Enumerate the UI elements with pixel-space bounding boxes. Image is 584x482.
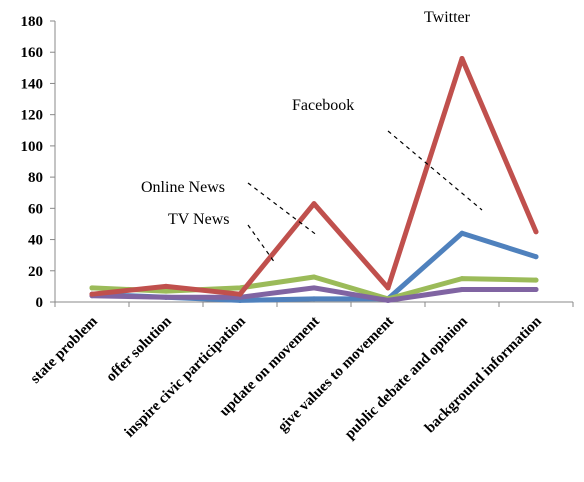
data-point-online-news (533, 277, 539, 283)
data-point-twitter (163, 283, 169, 289)
y-tick-label: 140 (21, 76, 44, 92)
data-point-tv-news (533, 287, 539, 293)
annotation-leader-lines (247, 130, 483, 264)
data-point-twitter (311, 201, 317, 207)
data-point-twitter (533, 229, 539, 235)
chart-axes (54, 21, 573, 303)
y-tick-label: 80 (28, 170, 43, 186)
series-layer (89, 55, 539, 303)
x-tick-label-offer-solution: offer solution (103, 313, 175, 385)
data-point-twitter (237, 291, 243, 297)
data-point-tv-news (459, 287, 465, 293)
data-point-twitter (459, 55, 465, 61)
x-tick-label-inspire-civic-participation: inspire civic participation (122, 313, 250, 441)
data-point-online-news (89, 285, 95, 291)
data-point-facebook (533, 254, 539, 260)
annotation-twitter: Twitter (424, 9, 471, 26)
data-point-online-news (311, 274, 317, 280)
x-tick-label-state-problem: state problem (28, 313, 102, 387)
y-tick-label: 0 (36, 295, 44, 311)
data-point-online-news (459, 276, 465, 282)
annotation-online-news: Online News (141, 179, 225, 196)
y-tick-label: 120 (21, 108, 44, 124)
data-point-facebook (459, 230, 465, 236)
y-tick-label: 180 (21, 14, 44, 30)
series-annotations: Twitter Facebook Online News TV News (141, 9, 471, 228)
data-point-tv-news (163, 294, 169, 300)
y-tick-label: 160 (21, 45, 44, 61)
y-tick-label: 100 (21, 139, 44, 155)
data-point-online-news (163, 288, 169, 294)
x-tick-label-public-debate-and-opinion: public debate and opinion (342, 313, 471, 442)
data-point-tv-news (311, 285, 317, 291)
series-line-twitter (89, 56, 539, 297)
data-point-twitter (385, 285, 391, 291)
y-tick-label: 40 (28, 233, 43, 249)
data-point-twitter (89, 291, 95, 297)
data-point-tv-news (385, 297, 391, 303)
y-tick-label: 20 (28, 264, 43, 280)
y-tick-label: 60 (28, 201, 43, 217)
y-axis-ticks: 0 20 40 60 80 100 120 140 160 180 (21, 14, 55, 311)
online-news-leader-line (247, 182, 319, 237)
data-point-facebook (311, 296, 317, 302)
annotation-tv-news: TV News (168, 211, 229, 228)
annotation-facebook: Facebook (292, 97, 354, 114)
